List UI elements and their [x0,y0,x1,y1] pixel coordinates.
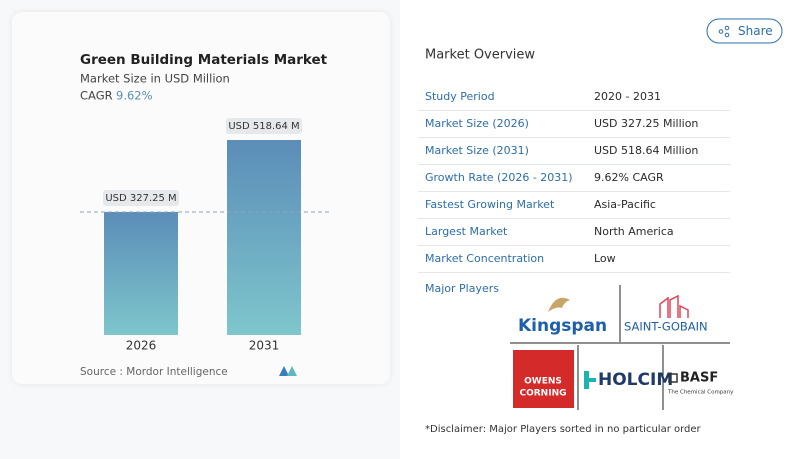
row-label: Fastest Growing Market [425,198,555,211]
logo-text: Kingspan [518,316,607,336]
row-value: USD 327.25 Million [594,117,698,130]
brand-icon [279,366,297,376]
logo-text: CORNING [520,389,567,399]
row-label: Market Size (2026) [425,117,529,130]
source: Source : Mordor Intelligence [80,366,228,378]
row-value: North America [594,225,674,238]
chart-subtitle: Market Size in USD Million [80,72,230,86]
x-tick-label: 2026 [126,339,157,353]
cagr-label: CAGR [80,89,113,103]
share-label[interactable]: Share [738,24,773,38]
x-tick-label: 2031 [249,339,280,353]
row-label: Market Size (2031) [425,144,529,157]
row-label: Largest Market [425,225,508,238]
overview-panel [400,0,800,459]
logo-text: HOLCIM [598,370,673,390]
logo-basf: BASF The Chemical Company [667,371,734,396]
row-label: Growth Rate (2026 - 2031) [425,171,573,184]
row-value: 2020 - 2031 [594,90,661,103]
row-label: Study Period [425,90,495,103]
value-chip [103,189,179,206]
logo-grid [510,285,730,410]
logo-saint-gobain: SAINT-GOBAIN [624,294,708,334]
bar [104,211,178,335]
logo-text: SAINT-GOBAIN [624,320,708,334]
row-value: 9.62% CAGR [594,171,664,184]
overview-table: Study Period 2020 - 2031 Market Size (2026… [418,90,730,273]
players-title: Major Players [425,282,499,295]
logo-holcim: HOLCIM [584,370,673,390]
row-label: Market Concentration [425,252,544,265]
share-button[interactable]: Share [706,18,783,44]
disclaimer: *Disclaimer: Major Players sorted in no … [425,424,702,435]
value-chip [226,117,302,134]
row-value: USD 518.64 Million [594,144,698,157]
value-label: USD 327.25 M [105,193,176,204]
row-value: Low [594,252,616,265]
logo-owens-corning: OWENS CORNING [513,350,574,408]
value-label: USD 518.64 M [228,121,299,132]
chart-title: Green Building Materials Market [80,52,328,68]
logo-text: OWENS [524,377,562,387]
row-value: Asia-Pacific [594,198,656,211]
logo-text: BASF [680,371,718,386]
logo-text: The Chemical Company [667,390,734,396]
logo-kingspan: Kingspan [518,297,607,336]
overview-title: Market Overview [425,48,535,63]
bar [227,139,301,335]
bars: USD 327.25 M 2026 USD 518.64 M 2031 [80,117,330,353]
cagr-value: 9.62% [116,89,153,103]
